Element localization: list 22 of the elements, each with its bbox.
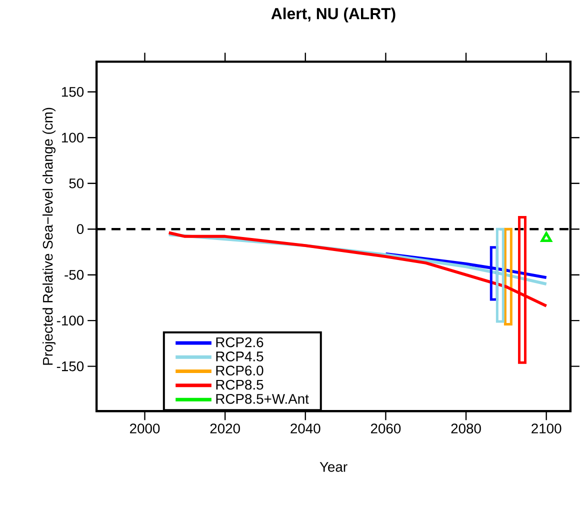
legend-label: RCP6.0: [216, 366, 264, 376]
chart-title: Alert, NU (ALRT): [271, 8, 396, 23]
y-tick-label: 150: [62, 87, 84, 98]
legend-label: RCP8.5+W.Ant: [216, 394, 309, 404]
x-axis-title: Year: [320, 462, 348, 472]
x-tick-label: 2020: [210, 424, 240, 434]
y-tick-label: 50: [69, 178, 84, 188]
y-tick-label: -150: [56, 362, 84, 372]
x-tick-label: 2100: [532, 424, 562, 434]
legend-label: RCP8.5: [216, 380, 264, 390]
y-tick-label: 0: [76, 224, 84, 234]
bar: [504, 228, 512, 326]
y-tick-label: -50: [64, 270, 84, 280]
x-tick-label: 2060: [370, 424, 401, 434]
x-tick-label: 2000: [130, 424, 160, 434]
x-tick-label: 2080: [451, 424, 481, 434]
x-tick-label: 2040: [290, 424, 320, 434]
y-tick-label: -100: [56, 316, 84, 326]
y-axis-title: Projected Relative Sea−level change (cm): [42, 108, 56, 365]
legend-label: RCP4.5: [216, 352, 264, 362]
y-tick-label: 100: [62, 132, 84, 143]
legend-label: RCP2.6: [216, 338, 264, 348]
